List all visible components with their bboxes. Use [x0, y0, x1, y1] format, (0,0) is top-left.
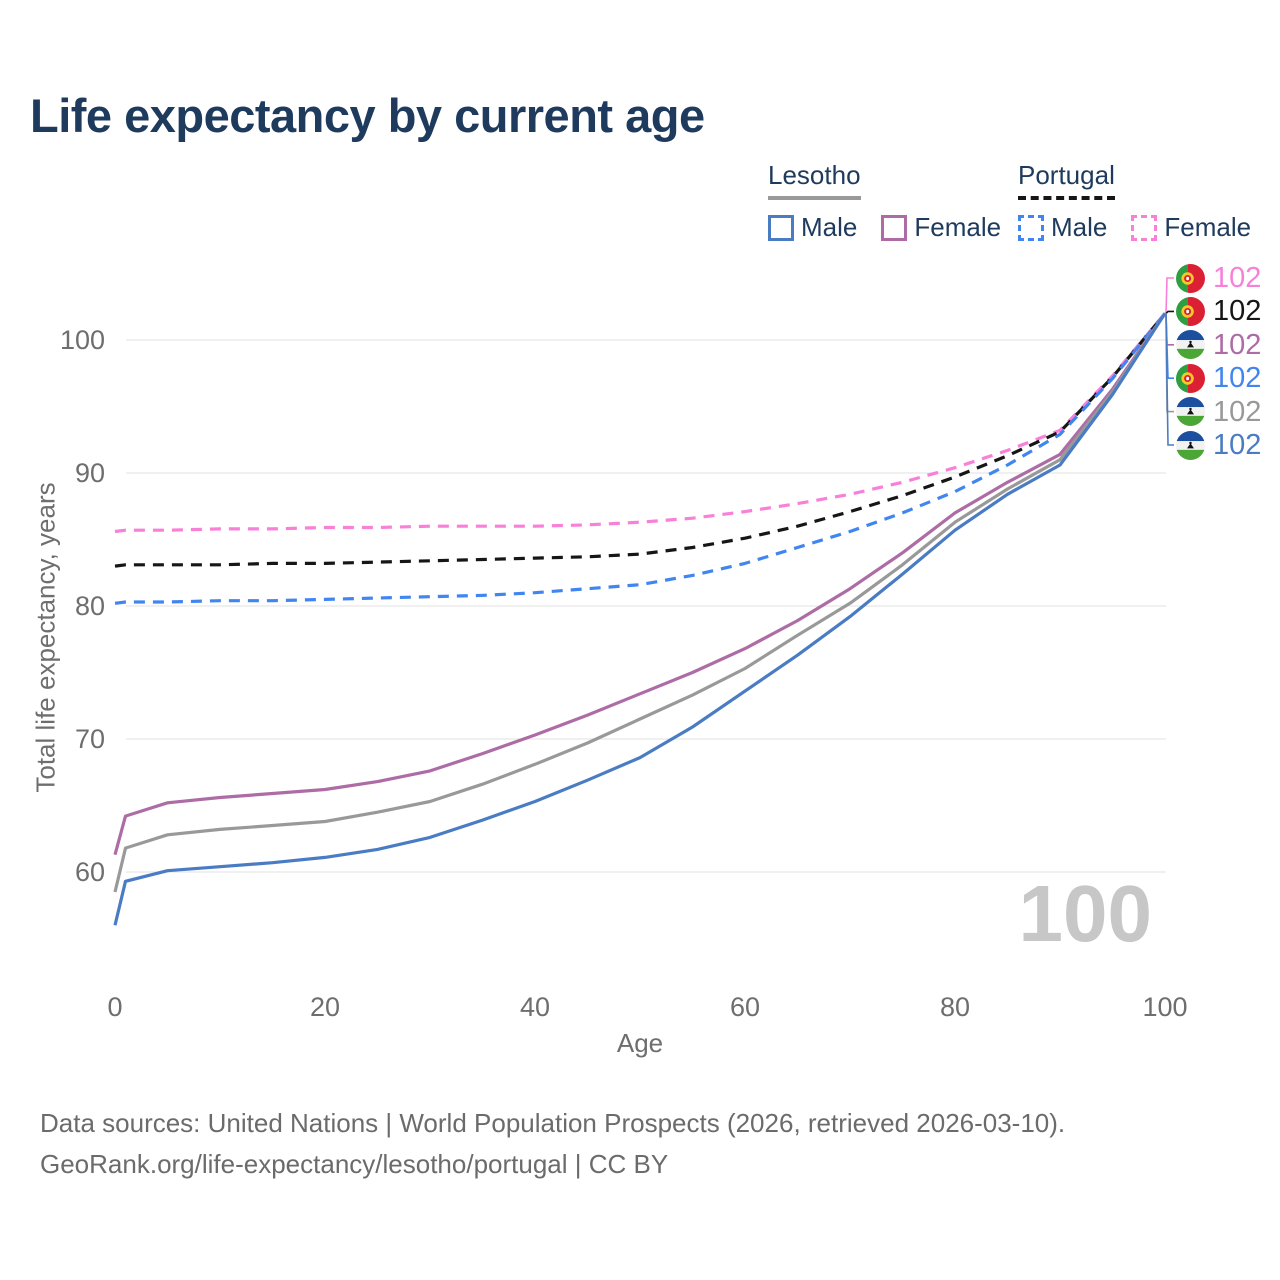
y-tick-label-60: 60 [74, 857, 105, 887]
x-tick-label-40: 40 [519, 992, 551, 1022]
legend-country-lesotho: Lesotho [768, 160, 861, 200]
footer-attribution: GeoRank.org/life-expectancy/lesotho/port… [40, 1149, 669, 1179]
legend-item-label: Female [1164, 212, 1252, 242]
end-label-value: 102 [1213, 328, 1262, 361]
lesotho-male-swatch-icon [768, 214, 794, 241]
legend-item-label: Male [801, 212, 858, 242]
x-tick-label-20: 20 [309, 992, 341, 1022]
portugal-flag-icon [1176, 363, 1205, 393]
y-axis-title: Total life expectancy, years [30, 482, 61, 793]
y-tick-label-80: 80 [74, 591, 105, 621]
series-line-portugal_both [114, 312, 1167, 568]
legend-item-portugal-female[interactable]: Female [1131, 212, 1251, 243]
legend-item-lesotho-male[interactable]: Male [768, 212, 857, 243]
leader-line-lesotho_male [1165, 313, 1174, 446]
end-label-lesotho_male: 102 [1176, 429, 1261, 461]
legend-item-portugal-male[interactable]: Male [1018, 212, 1107, 243]
lesotho-flag-icon [1176, 397, 1205, 427]
x-axis-title: Age [616, 1028, 664, 1058]
end-label-portugal_female: 102 [1176, 262, 1261, 294]
page-title: Life expectancy by current age [30, 89, 705, 142]
y-tick-label-70: 70 [74, 724, 105, 754]
series-line-portugal_male [114, 312, 1167, 605]
series-lines [113, 312, 1167, 926]
portugal-female-swatch-icon [1131, 214, 1158, 241]
legend-item-label: Male [1051, 212, 1108, 242]
lesotho-flag-icon [1176, 330, 1205, 360]
end-label-portugal_male: 102 [1176, 362, 1261, 394]
series-line-portugal_female [114, 312, 1167, 534]
portugal-male-swatch-icon [1018, 214, 1044, 241]
legend-group-lesotho: Lesotho Male Female [768, 160, 1001, 243]
x-tick-label-0: 0 [107, 992, 123, 1022]
portugal-flag-icon [1176, 296, 1205, 326]
x-tick-label-60: 60 [729, 992, 761, 1022]
series-line-lesotho_female [113, 312, 1167, 856]
legend-item-label: Female [914, 212, 1002, 242]
end-label-lesotho_female: 102 [1176, 329, 1261, 361]
end-label-value: 102 [1213, 295, 1262, 328]
end-label-value: 102 [1213, 395, 1262, 428]
lesotho-female-swatch-icon [881, 214, 908, 241]
legend-country-portugal: Portugal [1018, 160, 1115, 200]
leader-lines [1165, 277, 1174, 446]
series-line-lesotho_male [113, 312, 1167, 926]
x-tick-label-80: 80 [939, 992, 971, 1022]
end-label-value: 102 [1213, 262, 1262, 294]
series-line-lesotho_both [113, 312, 1167, 893]
x-tick-label-100: 100 [1142, 992, 1188, 1022]
legend-item-lesotho-female[interactable]: Female [881, 212, 1001, 243]
leader-line-portugal_both [1165, 310, 1174, 314]
end-label-value: 102 [1213, 429, 1262, 461]
end-label-portugal_both: 102 [1176, 295, 1261, 327]
legend-group-portugal: Portugal Male Female [1018, 160, 1251, 243]
leader-line-portugal_female [1165, 277, 1174, 314]
end-label-value: 102 [1213, 362, 1262, 395]
lesotho-flag-icon [1176, 430, 1205, 460]
end-label-lesotho_both: 102 [1176, 396, 1261, 428]
y-tick-label-100: 100 [59, 325, 105, 355]
footer-data-sources: Data sources: United Nations | World Pop… [40, 1108, 1066, 1138]
y-tick-label-90: 90 [74, 458, 105, 488]
portugal-flag-icon [1176, 263, 1205, 293]
age-watermark: 100 [1018, 869, 1152, 958]
